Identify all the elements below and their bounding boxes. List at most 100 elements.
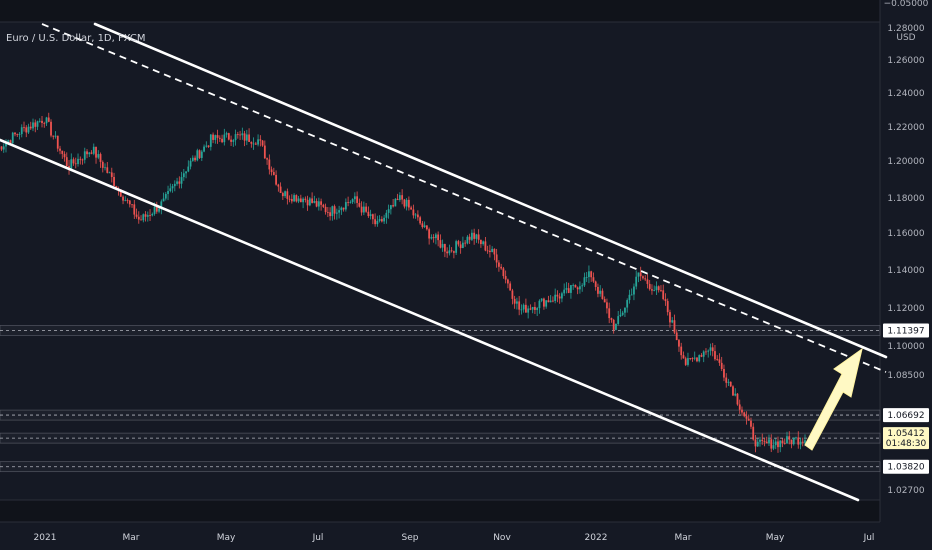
candle-body bbox=[126, 200, 129, 201]
candle-body bbox=[407, 199, 410, 208]
candle-body bbox=[182, 173, 185, 178]
candle-body bbox=[272, 172, 275, 175]
candle-body bbox=[693, 357, 696, 359]
candle-body bbox=[734, 393, 737, 396]
candle-body bbox=[308, 198, 311, 206]
candle-body bbox=[380, 219, 383, 222]
candle-body bbox=[783, 443, 786, 444]
candle-body bbox=[475, 234, 478, 239]
candle-body bbox=[639, 272, 642, 277]
candle-body bbox=[655, 286, 658, 291]
candle-body bbox=[583, 277, 586, 286]
time-tick-label: Nov bbox=[493, 533, 511, 543]
candle-body bbox=[790, 439, 793, 445]
candle-body bbox=[317, 201, 320, 207]
candle-body bbox=[203, 146, 205, 152]
candle-body bbox=[146, 215, 149, 217]
candle-body bbox=[714, 351, 716, 360]
candle-body bbox=[160, 201, 163, 209]
candle-body bbox=[743, 412, 746, 417]
candle-body bbox=[538, 300, 541, 309]
candle-body bbox=[392, 205, 395, 207]
candle-body bbox=[464, 242, 467, 244]
time-tick-label: Jul bbox=[312, 533, 324, 543]
time-axis[interactable] bbox=[0, 522, 932, 550]
candle-body bbox=[311, 198, 313, 203]
candle-body bbox=[419, 217, 422, 224]
candle-body bbox=[642, 276, 644, 279]
candle-body bbox=[338, 210, 341, 213]
candle-body bbox=[25, 127, 28, 133]
candle-body bbox=[169, 188, 172, 192]
candle-body bbox=[594, 281, 597, 287]
candle-body bbox=[457, 241, 460, 245]
candle-body bbox=[221, 138, 223, 143]
candle-body bbox=[491, 248, 494, 252]
level-price-text: 1.06692 bbox=[887, 411, 924, 421]
candle-body bbox=[455, 241, 458, 253]
candle-body bbox=[358, 202, 361, 207]
candle-body bbox=[9, 140, 12, 144]
candle-body bbox=[191, 157, 194, 161]
candle-body bbox=[657, 286, 660, 291]
candle-body bbox=[779, 440, 782, 448]
candle-body bbox=[759, 439, 761, 442]
candle-body bbox=[340, 207, 343, 211]
candle-body bbox=[774, 441, 777, 446]
candle-body bbox=[489, 250, 491, 252]
candle-body bbox=[56, 135, 59, 149]
channel-upper-line bbox=[93, 22, 888, 359]
candle-body bbox=[140, 219, 142, 221]
candle-body bbox=[180, 177, 183, 184]
candle-body bbox=[54, 135, 57, 137]
candle-body bbox=[383, 217, 386, 222]
candle-body bbox=[441, 244, 444, 248]
price-tick-label: 1.02700 bbox=[887, 486, 924, 496]
candle-body bbox=[20, 127, 23, 135]
candle-body bbox=[461, 242, 464, 249]
candle-body bbox=[207, 145, 210, 147]
candle-body bbox=[549, 300, 552, 303]
candle-body bbox=[189, 160, 192, 167]
candle-body bbox=[592, 277, 595, 282]
candle-body bbox=[707, 350, 710, 352]
candle-body bbox=[171, 186, 174, 189]
candle-body bbox=[554, 294, 557, 301]
level-price-label bbox=[883, 323, 929, 338]
candle-body bbox=[452, 251, 455, 253]
candle-body bbox=[698, 355, 701, 362]
candle-body bbox=[540, 298, 543, 301]
candle-body bbox=[513, 298, 516, 304]
candle-body bbox=[306, 199, 309, 206]
candle-body bbox=[801, 441, 804, 443]
candle-body bbox=[29, 126, 32, 129]
candle-body bbox=[572, 284, 575, 286]
level-bands bbox=[0, 325, 881, 473]
candle-body bbox=[788, 436, 791, 440]
candle-body bbox=[430, 237, 433, 239]
candle-body bbox=[333, 206, 336, 214]
candle-body bbox=[252, 143, 255, 145]
candle-body bbox=[756, 441, 759, 447]
candle-body bbox=[628, 294, 631, 301]
price-tick-label: 1.20000 bbox=[887, 157, 924, 167]
candle-body bbox=[243, 133, 246, 141]
candle-body bbox=[254, 143, 257, 145]
price-tick-label: 1.16000 bbox=[887, 229, 924, 239]
candle-body bbox=[106, 167, 109, 173]
candle-body bbox=[747, 418, 750, 421]
candle-body bbox=[579, 286, 581, 290]
candle-body bbox=[660, 290, 662, 291]
candle-body bbox=[266, 158, 268, 160]
candle-body bbox=[750, 420, 752, 427]
candle-body bbox=[72, 159, 75, 164]
candle-body bbox=[351, 199, 354, 203]
current-price-text: 1.05412 bbox=[887, 429, 924, 439]
candle-body bbox=[646, 279, 649, 284]
candle-body bbox=[205, 145, 208, 147]
candle-body bbox=[155, 206, 158, 212]
candle-body bbox=[236, 134, 239, 135]
candle-body bbox=[644, 278, 647, 280]
